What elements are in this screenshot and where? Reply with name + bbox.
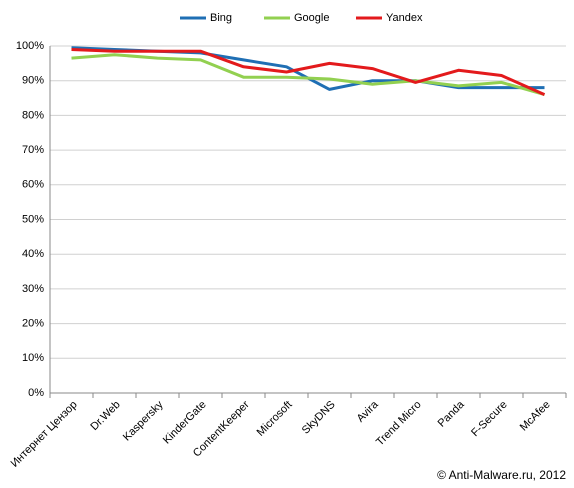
legend-label: Google — [294, 12, 329, 24]
x-tick-label: Kaspersky — [121, 398, 166, 443]
y-tick-label: 60% — [22, 179, 44, 191]
y-tick-label: 20% — [22, 318, 44, 330]
y-tick-label: 90% — [22, 75, 44, 87]
y-tick-label: 50% — [22, 213, 44, 225]
legend-label: Bing — [210, 12, 232, 24]
footer: © Anti-Malware.ru, 2012 — [437, 468, 566, 482]
x-tick-label: Microsoft — [255, 399, 295, 439]
x-tick-label: F-Secure — [469, 399, 509, 439]
y-tick-label: 0% — [28, 387, 44, 399]
y-tick-label: 30% — [22, 283, 44, 295]
x-tick-label: SkyDNS — [300, 399, 338, 437]
x-tick-label: Trend Micro — [374, 399, 424, 449]
x-tick-label: Dr.Web — [88, 399, 122, 433]
x-tick-label: Интернет Цензор — [9, 399, 80, 470]
y-tick-label: 100% — [16, 40, 44, 52]
y-tick-label: 80% — [22, 109, 44, 121]
series-line — [71, 48, 546, 96]
x-tick-label: Panda — [436, 398, 468, 430]
x-tick-label: Avira — [355, 398, 382, 425]
x-tick-label: McAfee — [518, 399, 553, 434]
y-tick-label: 10% — [22, 352, 44, 364]
y-tick-label: 70% — [22, 144, 44, 156]
y-tick-label: 40% — [22, 248, 44, 260]
series-line — [71, 53, 545, 97]
legend-label: Yandex — [386, 12, 423, 24]
